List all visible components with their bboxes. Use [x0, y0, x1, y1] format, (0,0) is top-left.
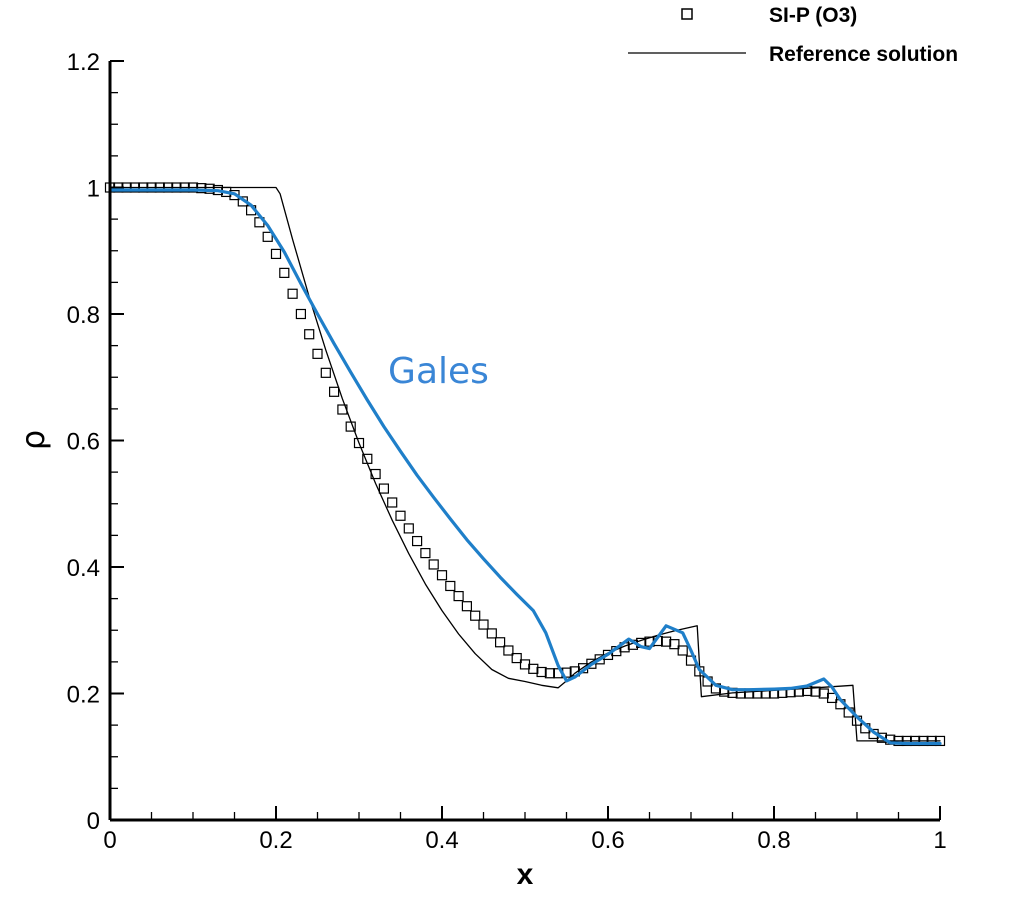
data-point-marker [420, 547, 431, 559]
legend-label-reference: Reference solution [769, 43, 958, 66]
data-point-marker [345, 421, 356, 432]
data-point-marker [436, 570, 448, 581]
series-line-blue [108, 188, 942, 746]
legend: SI-P (O3) Reference solution [628, 4, 958, 66]
data-point-marker [428, 559, 439, 570]
y-tick-label: 0.6 [67, 429, 100, 456]
data-point-marker [378, 483, 389, 494]
x-tick-label: 0 [103, 827, 116, 854]
x-tick-label: 0.8 [757, 827, 790, 854]
data-point-marker [187, 182, 199, 193]
data-point-marker [445, 580, 456, 592]
data-point-marker [893, 735, 904, 747]
data-point-marker [495, 637, 506, 648]
series-line-reference [109, 186, 941, 742]
data-point-marker [536, 666, 547, 678]
data-point-marker [461, 601, 472, 612]
plot-area [104, 182, 946, 747]
data-point-marker [387, 497, 398, 508]
data-point-marker [826, 692, 838, 704]
data-point-marker [304, 329, 315, 340]
data-point-marker [486, 628, 497, 639]
data-point-marker [478, 619, 489, 630]
data-point-marker [179, 182, 190, 193]
data-point-marker [262, 231, 273, 242]
data-point-marker [934, 735, 946, 747]
data-point-marker [163, 182, 174, 193]
data-point-marker [270, 248, 282, 260]
data-point-marker [660, 636, 672, 647]
x-tick-label: 0.4 [425, 827, 458, 854]
data-point-marker [412, 535, 423, 547]
data-point-marker [403, 523, 414, 534]
data-point-marker [519, 659, 531, 670]
x-axis-label: x [517, 858, 534, 891]
data-point-marker [154, 182, 165, 193]
x-tick-label: 0.6 [591, 827, 624, 854]
y-tick-label: 0.8 [67, 302, 100, 329]
data-point-marker [901, 735, 912, 747]
y-tick-label: 1 [87, 176, 100, 203]
data-point-marker [138, 182, 149, 193]
x-tick-label: 1 [933, 827, 946, 854]
y-tick-label: 0 [87, 808, 100, 835]
data-point-marker [503, 645, 514, 656]
data-point-marker [362, 453, 373, 464]
axis-ticks: 0 0.2 0.4 0.6 0.8 1 0 0.2 0.4 0.6 0.8 1 1.2 [67, 49, 947, 854]
data-point-marker [129, 182, 140, 193]
data-point-marker [677, 645, 688, 656]
data-point-marker [818, 688, 829, 699]
data-point-marker [312, 348, 323, 359]
data-point-marker [602, 649, 614, 661]
data-point-marker [669, 639, 680, 650]
data-point-marker [470, 610, 481, 621]
data-point-marker [196, 183, 207, 194]
axes [108, 61, 940, 822]
data-point-marker [287, 288, 298, 299]
data-point-marker [146, 182, 157, 193]
data-point-marker [353, 437, 365, 449]
data-point-marker [544, 668, 556, 679]
series-markers-si-p [104, 182, 946, 747]
y-tick-label: 0.2 [67, 682, 100, 709]
legend-label-si-p: SI-P (O3) [769, 4, 857, 27]
data-point-marker [909, 735, 921, 747]
data-point-marker [113, 182, 124, 193]
data-point-marker [453, 590, 464, 602]
data-point-marker [320, 367, 331, 378]
x-tick-label: 0.2 [259, 827, 292, 854]
data-point-marker [279, 267, 290, 278]
data-point-marker [926, 735, 937, 747]
data-point-marker [171, 182, 182, 193]
data-point-marker [329, 386, 340, 397]
y-tick-label: 0.4 [67, 555, 100, 582]
data-point-marker [528, 663, 539, 674]
data-point-marker [395, 510, 406, 521]
annotation-text: Gales [388, 351, 489, 392]
data-point-marker [918, 735, 929, 747]
data-point-marker [295, 308, 306, 320]
data-point-marker [810, 686, 821, 697]
data-point-marker [876, 732, 888, 743]
y-axis-label: ρ [14, 430, 52, 450]
y-tick-label: 1.2 [67, 49, 100, 76]
data-point-marker [511, 652, 522, 664]
data-point-marker [370, 468, 381, 480]
data-point-marker [121, 182, 132, 193]
data-point-marker [337, 404, 348, 415]
legend-marker-square [681, 8, 693, 20]
